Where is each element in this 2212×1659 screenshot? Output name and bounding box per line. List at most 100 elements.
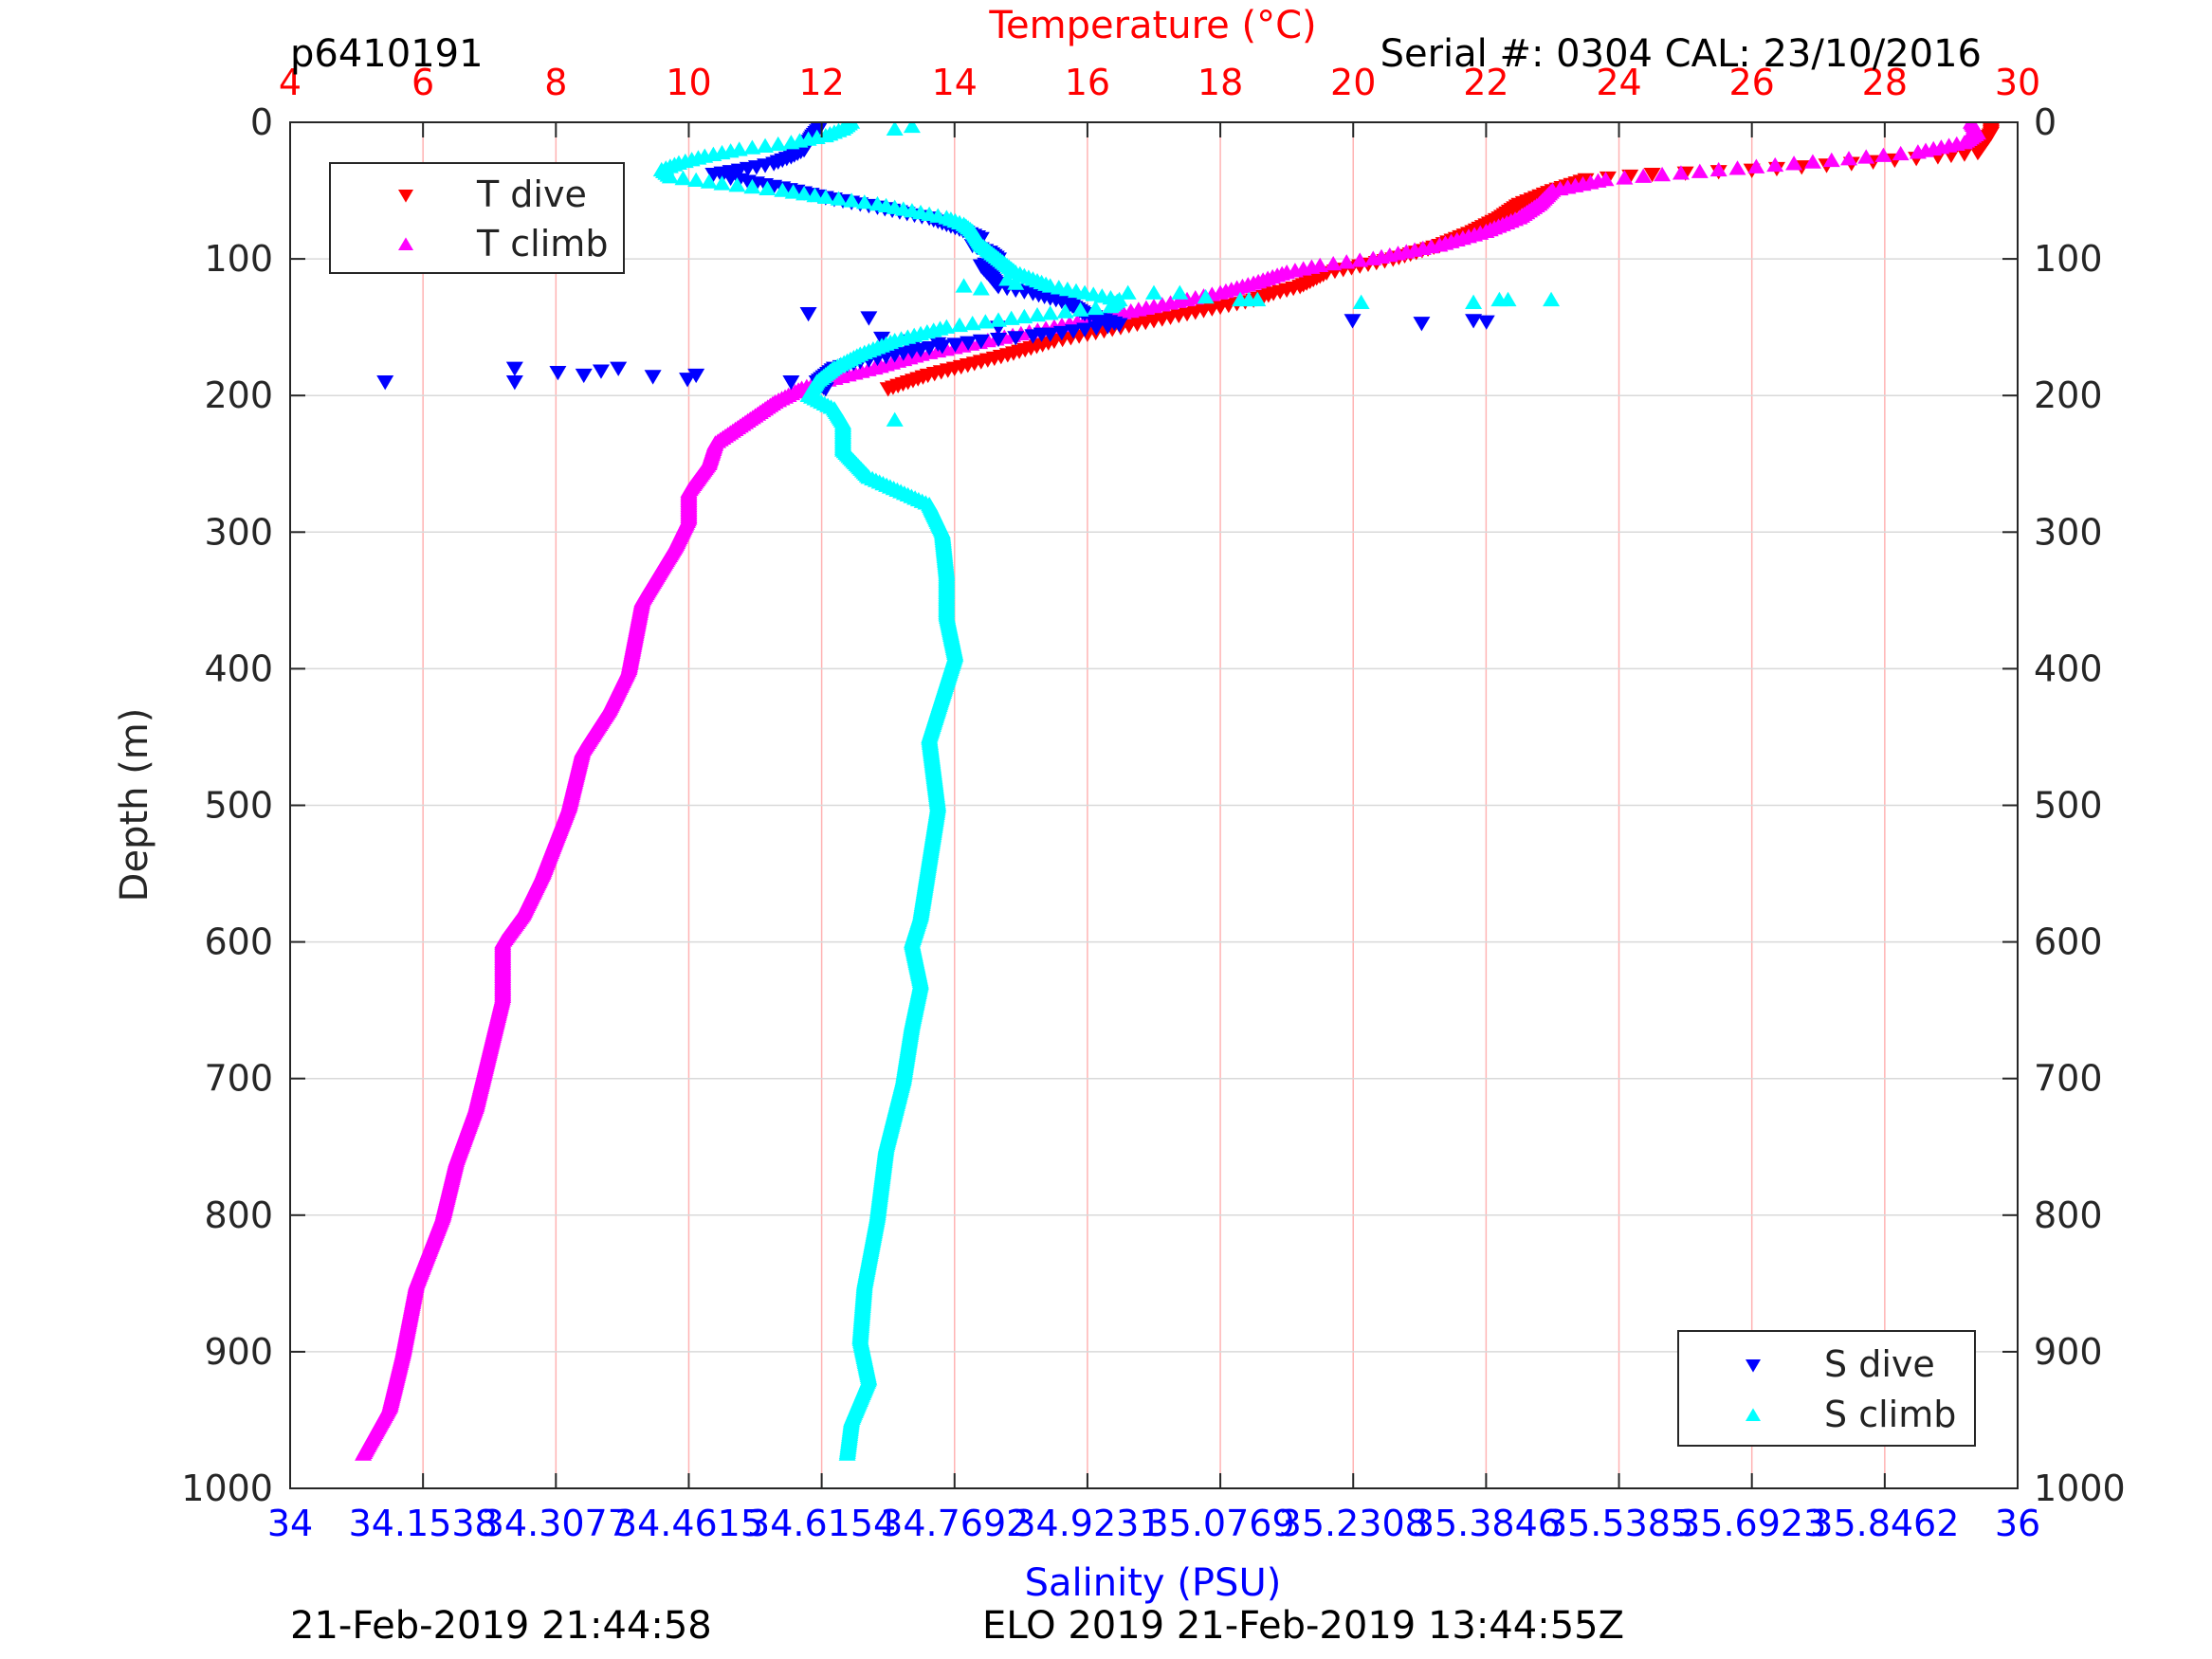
s-climb-point [1119,284,1137,300]
temperature-axis-label: Temperature (°C) [988,4,1316,47]
s-climb-point [1002,310,1020,325]
s-climb-point [816,189,834,205]
legend-s-climb-marker [1746,1408,1761,1421]
s-climb-point [1087,300,1105,316]
s-climb-point [713,175,731,191]
s-dive-point [610,361,628,376]
t-dive-point [1955,147,1973,162]
t-climb-point [1654,166,1672,182]
t-climb-point [1325,255,1343,271]
s-dive-point [860,311,878,326]
legend-t-climb-label: T climb [476,223,608,264]
s-climb-point [972,281,990,296]
depth-tick-label-right: 800 [2034,1194,2103,1236]
s-climb-point [1465,294,1483,309]
s-climb-point [903,122,921,134]
depth-tick-label-right: 700 [2034,1058,2103,1100]
s-climb-point [1056,303,1074,319]
depth-tick-label-left: 600 [204,921,273,963]
temperature-tick-label: 14 [932,62,978,103]
depth-tick-label-left: 100 [204,238,273,280]
temperature-tick-label: 16 [1065,62,1110,103]
s-dive-point [799,306,817,322]
salinity-tick-label: 34.6154 [747,1503,896,1544]
t-climb-point [1691,163,1709,178]
depth-axis-label: Depth (m) [113,708,156,902]
t-climb-point [1803,154,1821,169]
s-climb-point [784,184,802,199]
s-climb-point [955,278,973,293]
s-climb-point [1102,298,1120,314]
legend-salinity-box [1677,1330,1976,1447]
depth-tick-label-left: 500 [204,785,273,827]
t-climb-point [1822,152,1840,168]
s-climb-point [1249,291,1267,307]
salinity-tick-label: 34.4615 [614,1503,763,1544]
t-climb-point [1364,250,1382,265]
s-climb-point [1015,308,1033,324]
salinity-tick-label: 34.9231 [1013,1503,1161,1544]
s-dive-point [376,375,394,391]
s-climb-point [830,191,848,206]
s-climb-point [886,122,904,136]
temperature-tick-label: 18 [1197,62,1243,103]
depth-tick-label-right: 300 [2034,511,2103,553]
t-climb-point [1892,145,1910,161]
s-climb-point [687,172,705,187]
salinity-axis-label: Salinity (PSU) [1025,1561,1282,1605]
temperature-tick-label: 4 [279,62,302,103]
s-dive-point [1007,331,1025,346]
data-series [355,122,2000,1461]
t-climb-point [1840,151,1858,166]
s-climb-point [661,169,679,184]
s-climb-point [1029,306,1047,322]
t-dive-point [1643,168,1661,183]
s-dive-point [1033,327,1051,342]
profile-id: p6410191 [290,32,484,76]
s-dive-point [644,370,662,385]
legend-temperature: T dive T climb [329,162,625,274]
s-climb-point [990,312,1008,327]
s-climb-point [674,170,692,186]
s-climb-point [728,177,746,192]
s-climb-point [1041,305,1059,320]
t-climb-point [355,1446,373,1461]
footer-timestamp: 21-Feb-2019 21:44:58 [290,1604,712,1648]
s-climb-point [838,1446,856,1461]
temperature-tick-label: 26 [1729,62,1775,103]
t-dive-point [1968,145,1986,161]
s-climb-point [769,136,787,152]
s-dive-point [929,337,947,352]
s-climb-point [759,180,777,195]
salinity-tick-label: 35.6923 [1677,1503,1826,1544]
legend-temperature-box [329,162,625,274]
legend-t-dive-marker [398,190,413,203]
t-climb-point [1635,168,1653,183]
s-climb-point [700,173,718,189]
salinity-tick-label: 34.7692 [880,1503,1029,1544]
s-climb-point [977,314,995,329]
depth-tick-label-left: 1000 [181,1468,273,1509]
s-dive-point [990,333,1008,348]
s-dive-point [1344,314,1362,329]
depth-tick-label-left: 400 [204,647,273,689]
s-climb-point [1071,301,1089,317]
salinity-tick-label: 36 [1995,1503,2040,1544]
salinity-tick-label: 34.1538 [349,1503,498,1544]
t-climb-point [1709,161,1728,177]
s-dive-point [679,373,697,388]
s-climb-point [795,186,814,201]
t-climb-point [1351,252,1369,267]
s-climb-point [951,317,969,333]
s-dive-point [505,375,523,391]
s-dive-point [1413,317,1431,332]
legend-s-dive-label: S dive [1824,1343,1935,1385]
s-climb-point [743,139,761,155]
s-climb-point [757,137,775,153]
salinity-tick-label: 35.5385 [1545,1503,1693,1544]
footer-mission: ELO 2019 21-Feb-2019 13:44:55Z [982,1604,1624,1648]
temperature-tick-label: 20 [1330,62,1376,103]
depth-tick-label-right: 200 [2034,374,2103,416]
s-climb-point [743,178,761,194]
